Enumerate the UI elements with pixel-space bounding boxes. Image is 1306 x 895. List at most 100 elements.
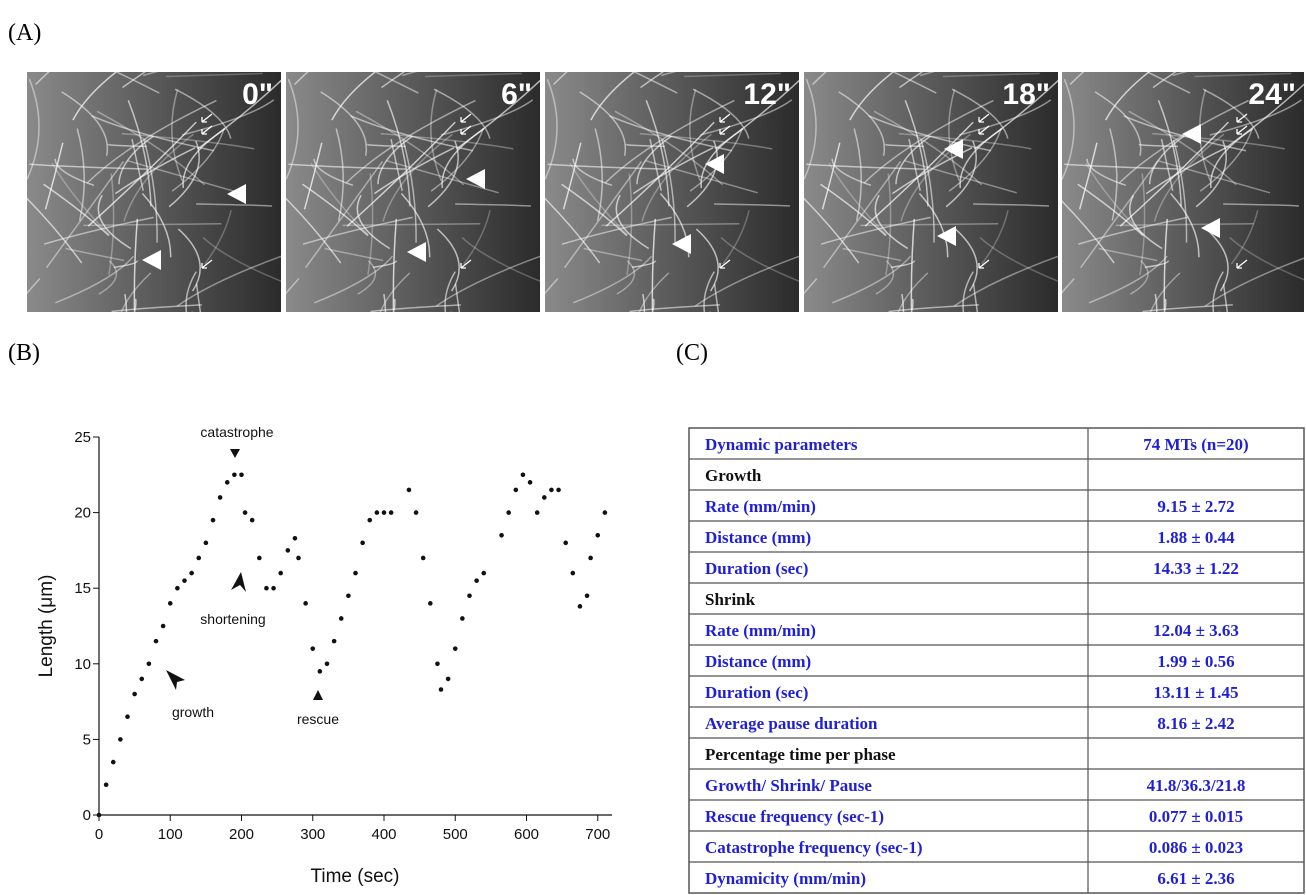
arrow [1236, 259, 1248, 269]
filament [1078, 142, 1098, 210]
filament [1194, 72, 1292, 78]
filament [1078, 216, 1189, 245]
table-cell: Percentage time per phase [705, 745, 896, 764]
filament [444, 271, 456, 312]
filament [552, 72, 568, 86]
y-tick-label: 15 [74, 580, 91, 597]
filament [65, 247, 125, 262]
table-cell: 9.15 ± 2.72 [1157, 497, 1234, 516]
y-axis-title: Length (μm) [36, 575, 57, 678]
filament [651, 298, 655, 312]
filament [1157, 100, 1182, 207]
table-cell: Distance (mm) [705, 652, 811, 671]
filament [1138, 143, 1179, 148]
filament [626, 173, 633, 276]
filament [55, 255, 135, 304]
data-point [570, 570, 576, 576]
data-point [527, 480, 533, 485]
filament [34, 72, 50, 86]
filament [320, 91, 368, 156]
filament [345, 99, 476, 184]
filament [114, 147, 196, 195]
filament [547, 163, 665, 170]
y-tick-label: 10 [74, 656, 91, 673]
filament [302, 183, 369, 237]
filament [631, 260, 657, 269]
data-point [577, 604, 583, 609]
data-point [239, 472, 244, 478]
x-tick-label: 0 [95, 826, 103, 843]
filament [642, 293, 646, 312]
filament [390, 138, 403, 191]
filament [954, 228, 978, 292]
filament [875, 260, 895, 295]
filament [873, 110, 983, 186]
filament [579, 91, 627, 156]
filament [1118, 99, 1249, 184]
filament [973, 203, 1050, 207]
data-point [413, 510, 419, 515]
frame: 12" [545, 72, 799, 312]
filament [605, 121, 715, 227]
filament [377, 135, 413, 185]
table-cell: Distance (mm) [705, 528, 811, 547]
filament [1163, 298, 1167, 312]
filament [375, 72, 419, 94]
filament [821, 142, 841, 210]
filament [804, 197, 860, 264]
filament [54, 158, 95, 187]
table-cell: 41.8/36.3/21.8 [1147, 776, 1246, 795]
filament [614, 110, 724, 186]
filament [392, 218, 398, 311]
frame: 24" [1062, 72, 1304, 312]
data-point [506, 510, 511, 515]
table-cell: Growth [705, 466, 762, 485]
filament [651, 218, 657, 311]
filament [868, 115, 992, 152]
x-tick-label: 700 [585, 826, 610, 843]
filament [700, 128, 744, 189]
filament [108, 173, 115, 276]
filament [893, 72, 937, 94]
data-point [257, 555, 262, 561]
filament [27, 78, 40, 180]
filament [1130, 260, 1149, 295]
filament [968, 311, 970, 312]
frame-image [545, 72, 799, 312]
table-cell: 0.086 ± 0.023 [1149, 838, 1243, 857]
filament [185, 271, 197, 312]
filament [392, 298, 396, 312]
filament [454, 283, 461, 312]
arrowhead [407, 242, 426, 262]
arrow [460, 259, 472, 269]
filament [895, 135, 931, 185]
filament [191, 311, 193, 312]
data-point [381, 510, 387, 515]
annotation: catastrophe [200, 424, 273, 440]
filament [441, 99, 534, 136]
filament [1069, 72, 1085, 86]
filament [72, 72, 118, 121]
filament [981, 210, 1009, 265]
data-point [549, 487, 554, 493]
filament [1204, 257, 1304, 307]
filament [1123, 115, 1247, 152]
filament [545, 197, 601, 264]
arrowhead [1201, 218, 1220, 238]
filament [908, 138, 921, 191]
filament [806, 163, 924, 170]
arrowhead [944, 139, 963, 159]
filament [1199, 127, 1254, 192]
filament [91, 115, 215, 152]
data-point [406, 487, 412, 493]
filament [1205, 228, 1229, 292]
filament [713, 283, 720, 312]
filament [1148, 135, 1185, 185]
filament [370, 304, 461, 312]
filament [127, 100, 152, 207]
filament [888, 304, 979, 312]
data-point [435, 661, 440, 667]
filament [692, 88, 750, 139]
data-point [388, 510, 394, 515]
filament [689, 89, 701, 182]
